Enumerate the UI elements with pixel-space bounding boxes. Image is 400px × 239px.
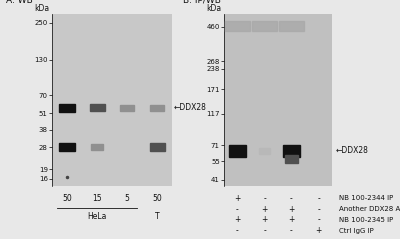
- Text: T: T: [155, 212, 159, 221]
- Text: kDa: kDa: [207, 4, 222, 13]
- Text: ←DDX28: ←DDX28: [174, 103, 207, 112]
- Text: +: +: [261, 215, 268, 224]
- Text: +: +: [288, 205, 295, 214]
- Text: +: +: [315, 226, 322, 235]
- Text: kDa: kDa: [34, 4, 50, 13]
- Text: Ctrl IgG IP: Ctrl IgG IP: [339, 228, 374, 234]
- Text: NB 100-2345 IP: NB 100-2345 IP: [339, 217, 394, 223]
- Bar: [259, 148, 270, 154]
- Text: -: -: [263, 194, 266, 203]
- Text: ←DDX28: ←DDX28: [336, 146, 369, 155]
- Bar: [59, 143, 75, 151]
- Text: Another DDX28 Ab: Another DDX28 Ab: [339, 206, 400, 212]
- Text: -: -: [317, 194, 320, 203]
- Text: +: +: [288, 215, 295, 224]
- Bar: [90, 104, 104, 111]
- Text: +: +: [234, 215, 241, 224]
- Text: -: -: [236, 205, 239, 214]
- Bar: [285, 155, 298, 163]
- Text: -: -: [290, 194, 293, 203]
- Text: 50: 50: [62, 194, 72, 203]
- Text: -: -: [317, 215, 320, 224]
- Text: HeLa: HeLa: [87, 212, 107, 221]
- Text: 50: 50: [152, 194, 162, 203]
- Bar: [230, 145, 246, 157]
- Bar: [91, 144, 103, 150]
- Bar: [279, 21, 304, 31]
- Text: -: -: [317, 205, 320, 214]
- Text: B. IP/WB: B. IP/WB: [183, 0, 221, 5]
- Bar: [252, 21, 277, 31]
- Bar: [284, 145, 300, 157]
- Text: 5: 5: [124, 194, 130, 203]
- Bar: [150, 143, 164, 151]
- Bar: [120, 105, 134, 111]
- Text: -: -: [236, 226, 239, 235]
- Bar: [225, 21, 250, 31]
- Text: -: -: [290, 226, 293, 235]
- Text: 15: 15: [92, 194, 102, 203]
- Text: A. WB: A. WB: [6, 0, 33, 5]
- Text: +: +: [261, 205, 268, 214]
- Text: +: +: [234, 194, 241, 203]
- Text: -: -: [263, 226, 266, 235]
- Bar: [150, 105, 164, 111]
- Bar: [59, 103, 75, 112]
- Text: NB 100-2344 IP: NB 100-2344 IP: [339, 195, 394, 201]
